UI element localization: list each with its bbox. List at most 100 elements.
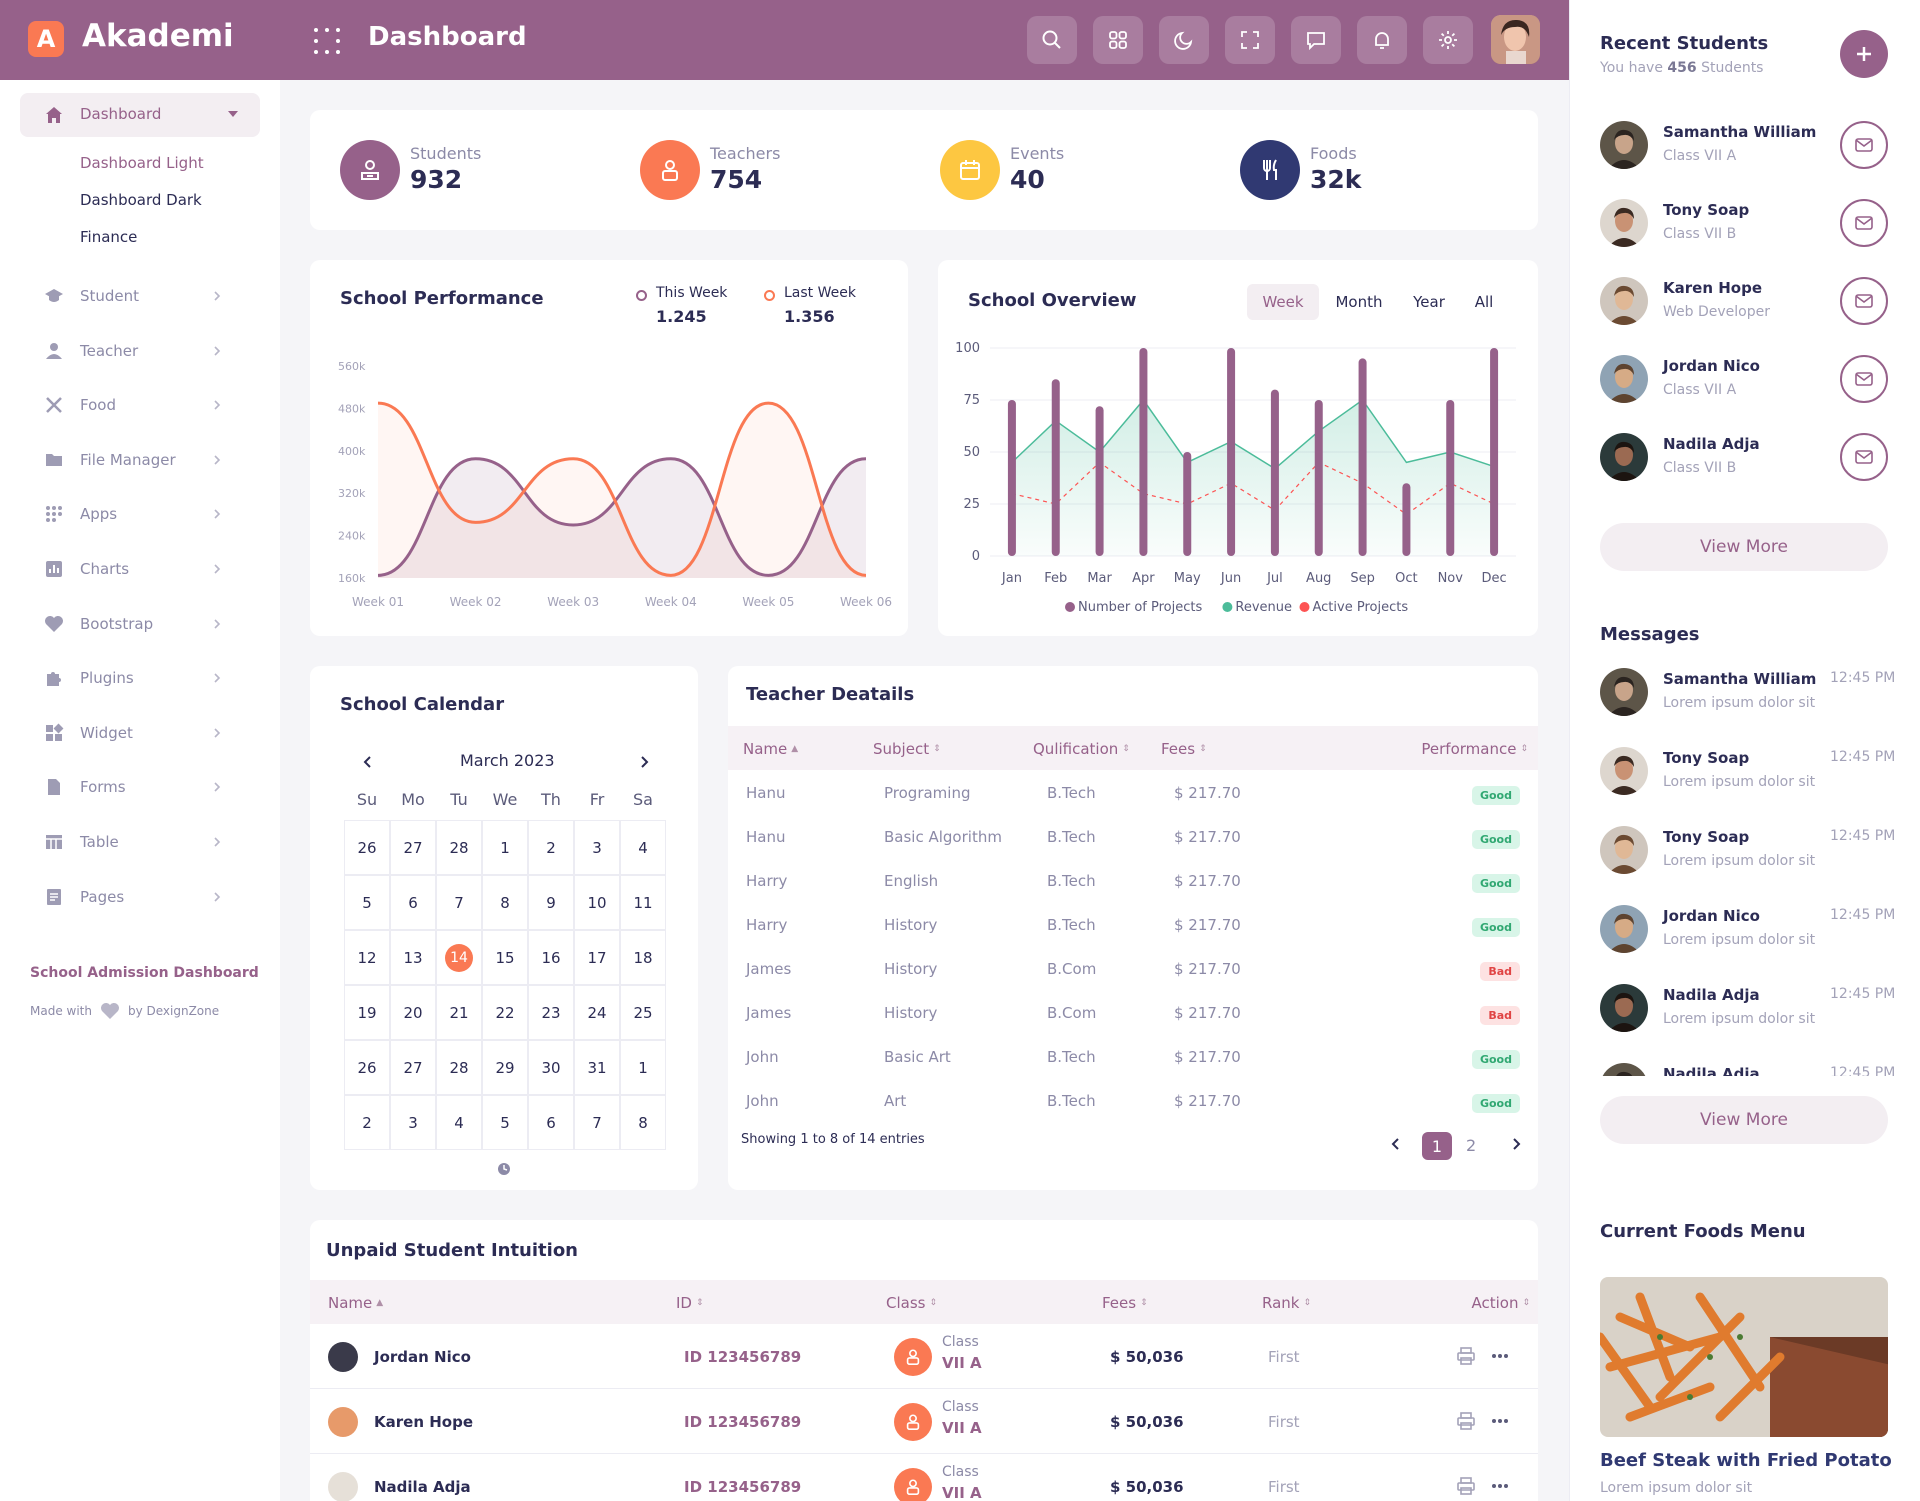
sidebar-item-table[interactable]: Table [44,827,244,857]
food-image[interactable] [1600,1277,1888,1437]
message-student-button[interactable] [1840,433,1888,481]
sidebar-item-food[interactable]: Food [44,390,244,420]
calendar-day[interactable]: 7 [436,875,482,930]
chat-button[interactable] [1291,16,1341,64]
sidebar-item-pages[interactable]: Pages [44,882,244,912]
sidebar-sub-dashboard-light[interactable]: Dashboard Light [80,154,204,172]
sidebar-item-student[interactable]: Student [44,281,244,311]
calendar-day[interactable]: 21 [436,985,482,1040]
teacher-col-header[interactable]: Qulification ⇕ [1033,740,1130,758]
calendar-day[interactable]: 7 [574,1095,620,1150]
calendar-day[interactable]: 2 [344,1095,390,1150]
unpaid-col-header[interactable]: Class ⇕ [886,1294,937,1312]
sidebar-item-forms[interactable]: Forms [44,772,244,802]
calendar-day[interactable]: 4 [436,1095,482,1150]
message-avatar[interactable] [1600,905,1648,953]
calendar-day[interactable]: 18 [620,930,666,985]
calendar-day[interactable]: 6 [390,875,436,930]
student-avatar[interactable] [1600,121,1648,169]
calendar-day[interactable]: 3 [574,820,620,875]
tab-month[interactable]: Month [1335,293,1383,311]
tab-week[interactable]: Week [1247,284,1319,320]
calendar-day[interactable]: 15 [482,930,528,985]
gear-button[interactable] [1423,16,1473,64]
unpaid-col-header[interactable]: Rank ⇕ [1262,1294,1311,1312]
projects-bar[interactable] [1402,483,1411,556]
projects-bar[interactable] [1051,379,1060,556]
calendar-day[interactable]: 24 [574,985,620,1040]
calendar-day[interactable]: 5 [482,1095,528,1150]
prev-page-icon[interactable] [1388,1136,1404,1152]
calendar-day[interactable]: 8 [620,1095,666,1150]
fullscreen-button[interactable] [1225,16,1275,64]
sidebar-item-plugins[interactable]: Plugins [44,663,244,693]
projects-bar[interactable] [1490,348,1499,556]
calendar-day[interactable]: 3 [390,1095,436,1150]
page-2-button[interactable]: 2 [1466,1136,1477,1155]
calendar-day[interactable]: 16 [528,930,574,985]
calendar-day[interactable]: 1 [482,820,528,875]
calendar-day[interactable]: 26 [344,1040,390,1095]
calendar-day[interactable]: 5 [344,875,390,930]
calendar-day[interactable]: 20 [390,985,436,1040]
unpaid-col-header[interactable]: Action ⇕ [1471,1294,1530,1312]
calendar-day[interactable]: 8 [482,875,528,930]
calendar-day[interactable]: 13 [390,930,436,985]
teacher-col-header[interactable]: Performance ⇕ [1421,740,1528,758]
projects-bar[interactable] [1227,348,1236,556]
more-options-icon[interactable] [1490,1476,1510,1496]
more-options-icon[interactable] [1490,1411,1510,1431]
student-avatar[interactable] [1600,355,1648,403]
sidebar-item-file-manager[interactable]: File Manager [44,445,244,475]
calendar-day[interactable]: 12 [344,930,390,985]
student-name[interactable]: Tony Soap [1663,201,1750,219]
calendar-day[interactable]: 25 [620,985,666,1040]
message-sender[interactable]: Samantha William [1663,670,1817,688]
projects-bar[interactable] [1270,389,1279,556]
calendar-day[interactable]: 27 [390,1040,436,1095]
page-1-button[interactable]: 1 [1422,1132,1452,1160]
calendar-day[interactable]: 14 [436,930,482,985]
calendar-day[interactable]: 10 [574,875,620,930]
calendar-day[interactable]: 23 [528,985,574,1040]
projects-bar[interactable] [1183,452,1192,556]
message-avatar[interactable] [1600,1063,1648,1076]
print-icon[interactable] [1456,1411,1476,1431]
clock-icon[interactable] [497,1162,511,1176]
student-name[interactable]: Samantha William [1663,123,1817,141]
next-month-icon[interactable] [636,754,652,770]
student-name[interactable]: Jordan Nico [1663,357,1760,375]
sidebar-item-bootstrap[interactable]: Bootstrap [44,609,244,639]
projects-bar[interactable] [1139,348,1148,556]
calendar-day[interactable]: 31 [574,1040,620,1095]
print-icon[interactable] [1456,1346,1476,1366]
calendar-day[interactable]: 17 [574,930,620,985]
projects-bar[interactable] [1314,400,1323,556]
unpaid-col-header[interactable]: Name ▲ [328,1294,383,1312]
message-student-button[interactable] [1840,355,1888,403]
student-name[interactable]: Karen Hope [1663,279,1762,297]
tab-all[interactable]: All [1474,293,1494,311]
unpaid-row[interactable]: Karen Hope ID 123456789 Class VII A $ 50,036… [310,1389,1538,1454]
user-avatar[interactable] [1491,15,1540,64]
calendar-day[interactable]: 22 [482,985,528,1040]
message-sender[interactable]: Tony Soap [1663,749,1750,767]
menu-dots-icon[interactable] [312,26,342,56]
next-page-icon[interactable] [1508,1136,1524,1152]
student-name[interactable]: Jordan Nico [374,1348,471,1366]
add-student-button[interactable] [1840,30,1888,78]
more-options-icon[interactable] [1490,1346,1510,1366]
message-avatar[interactable] [1600,747,1648,795]
print-icon[interactable] [1456,1476,1476,1496]
student-avatar[interactable] [1600,433,1648,481]
calendar-day[interactable]: 1 [620,1040,666,1095]
calendar-day[interactable]: 6 [528,1095,574,1150]
student-avatar[interactable] [1600,277,1648,325]
search-button[interactable] [1027,16,1077,64]
projects-bar[interactable] [1358,358,1367,556]
unpaid-col-header[interactable]: Fees ⇕ [1102,1294,1148,1312]
calendar-day[interactable]: 19 [344,985,390,1040]
sidebar-item-dashboard[interactable]: Dashboard [20,93,260,137]
teacher-col-header[interactable]: Name ▲ [743,740,798,758]
prev-month-icon[interactable] [360,754,376,770]
